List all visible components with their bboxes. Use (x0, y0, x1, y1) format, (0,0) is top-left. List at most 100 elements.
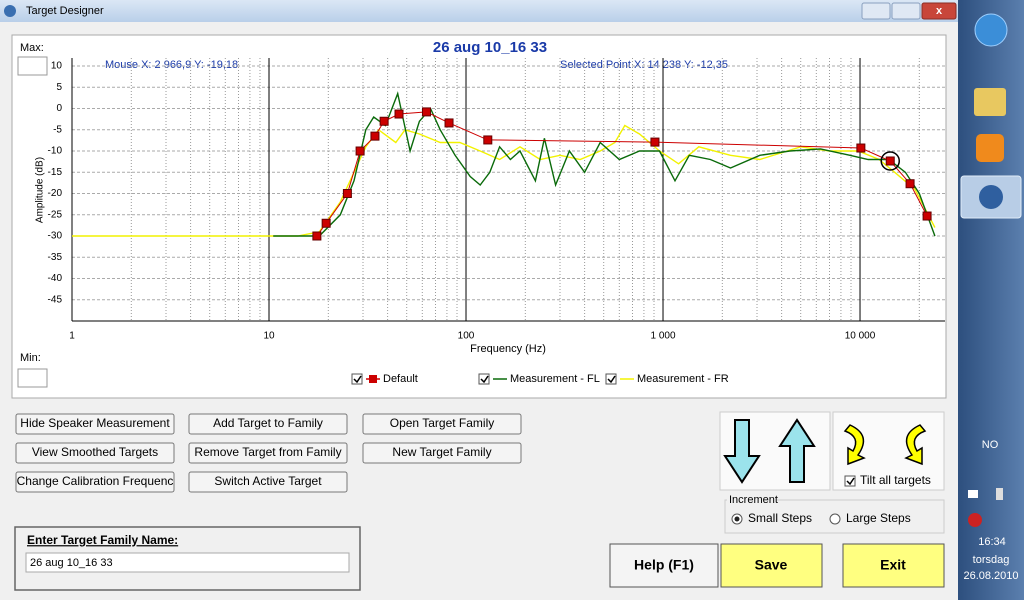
y-tick-label: 0 (56, 103, 62, 114)
start-button[interactable] (974, 13, 1008, 47)
action-button[interactable] (842, 543, 945, 588)
min-label: Min: (20, 352, 41, 364)
y-tick-label: -25 (48, 209, 63, 220)
clock-day: torsdag (973, 554, 1010, 566)
y-tick-label: -30 (48, 231, 63, 242)
point-marker[interactable] (421, 107, 431, 117)
y-tick-label: 10 (51, 61, 63, 72)
button[interactable] (15, 471, 175, 493)
point-marker[interactable] (342, 189, 352, 198)
action-button[interactable] (609, 543, 719, 588)
x-tick-label: 1 000 (650, 331, 675, 342)
mouse-readout: Mouse X: 2 966,9 Y: -19,18 (105, 59, 238, 71)
tray-battery[interactable] (996, 488, 1003, 500)
y-tick-label: -5 (53, 124, 62, 135)
family-input-value: 26 aug 10_16 33 (30, 557, 113, 569)
action-label: Save (755, 557, 788, 573)
close-glyph: x (936, 5, 943, 17)
point-marker[interactable] (483, 135, 493, 145)
button[interactable] (15, 413, 175, 435)
button[interactable] (188, 471, 348, 493)
y-tick-label: -10 (48, 146, 63, 157)
tilt-down-arrow[interactable] (843, 424, 866, 466)
button[interactable] (362, 413, 522, 435)
app-glyph (979, 185, 1003, 209)
point-marker[interactable] (394, 109, 404, 119)
min-input[interactable] (17, 368, 48, 388)
point-marker[interactable] (444, 118, 454, 128)
tilt-check (846, 477, 855, 486)
point-marker[interactable] (650, 137, 660, 147)
point-marker[interactable] (355, 146, 365, 156)
point-marker[interactable] (856, 143, 866, 153)
y-tick-label: 5 (56, 82, 62, 93)
family-input[interactable] (25, 552, 350, 573)
legend-label: Default (383, 373, 418, 385)
y-tick-label: -40 (48, 273, 63, 284)
button[interactable] (188, 442, 348, 464)
legend-checkbox[interactable] (351, 373, 363, 385)
media-icon[interactable] (976, 134, 1004, 162)
point-marker[interactable] (321, 218, 331, 228)
tray-icon[interactable] (968, 513, 982, 527)
point-marker[interactable] (379, 116, 389, 126)
legend-check (480, 375, 489, 384)
button[interactable] (15, 442, 175, 464)
button[interactable] (188, 413, 348, 435)
increment-label: Increment (729, 494, 778, 506)
tilt-up-arrow[interactable] (904, 424, 927, 466)
button[interactable] (362, 442, 522, 464)
point-marker[interactable] (905, 179, 915, 189)
selected-point-ring (880, 151, 900, 171)
clock-date: 26.08.2010 (963, 570, 1018, 582)
clock-time: 16:34 (978, 536, 1006, 548)
x-tick-label: 10 (263, 331, 275, 342)
tray-flag[interactable] (968, 490, 978, 498)
legend-checkbox[interactable] (605, 373, 617, 385)
title-bar (0, 0, 958, 22)
legend-check (353, 375, 362, 384)
chart-panel (11, 34, 947, 399)
language-indicator: NO (982, 439, 999, 451)
close-button[interactable] (921, 2, 957, 20)
minimize-button[interactable] (861, 2, 891, 20)
button-label: Add Target to Family (213, 416, 323, 430)
up-arrow[interactable] (778, 418, 816, 483)
button-label: Remove Target from Family (194, 445, 341, 459)
series-line (273, 91, 936, 237)
y-tick-label: -35 (48, 252, 63, 263)
down-arrow[interactable] (723, 419, 761, 484)
maximize-button[interactable] (891, 2, 921, 20)
app-icon (4, 5, 16, 17)
tilt-checkbox[interactable] (844, 475, 856, 487)
increment-legend-bg (727, 494, 777, 506)
action-button[interactable] (720, 543, 823, 588)
legend-label: Measurement - FL (510, 373, 600, 385)
x-tick-label: 1 (69, 331, 75, 342)
action-label: Exit (880, 557, 906, 573)
y-tick-label: -45 (48, 294, 63, 305)
x-axis-label: Frequency (Hz) (470, 343, 546, 355)
radio-dot (734, 516, 740, 522)
y-tick-label: -15 (48, 167, 63, 178)
legend-check (607, 375, 616, 384)
radio-label: Small Steps (748, 511, 812, 525)
family-label: Enter Target Family Name: (27, 533, 178, 547)
max-input[interactable] (17, 56, 48, 76)
explorer-icon[interactable] (974, 88, 1006, 116)
tilt-label: Tilt all targets (860, 473, 931, 487)
legend-checkbox[interactable] (478, 373, 490, 385)
action-label: Help (F1) (634, 557, 694, 573)
point-marker[interactable] (885, 156, 895, 166)
button-label: Change Calibration Frequenc (17, 474, 174, 488)
y-axis-label: Amplitude (dB) (35, 157, 46, 223)
button-label: Open Target Family (390, 416, 495, 430)
point-marker[interactable] (370, 131, 380, 141)
radio-label: Large Steps (846, 511, 911, 525)
radio-button[interactable] (829, 513, 841, 525)
point-marker[interactable] (922, 211, 932, 221)
point-marker[interactable] (312, 231, 322, 241)
window-title: Target Designer (26, 5, 104, 17)
